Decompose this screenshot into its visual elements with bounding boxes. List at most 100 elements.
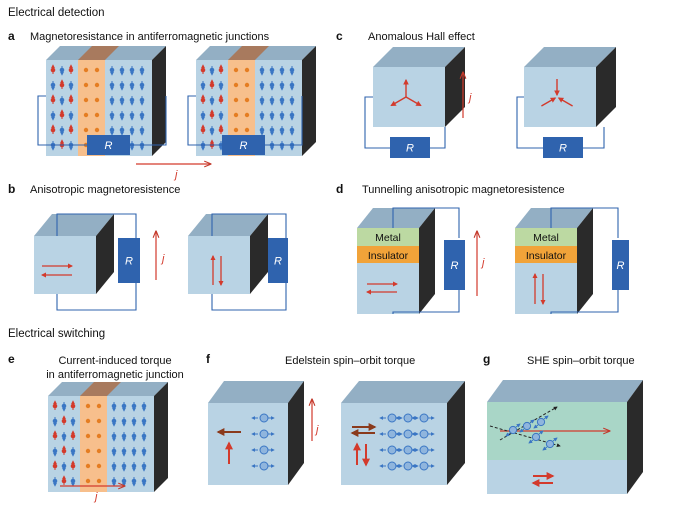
- panel-letter-d: d: [336, 182, 344, 196]
- electron: [259, 429, 269, 439]
- panel-title-e-line2: in antiferromagnetic junction: [46, 369, 184, 381]
- electron: [387, 413, 397, 423]
- spin-dot-outplane: [244, 82, 250, 88]
- cube-front: [208, 403, 288, 485]
- electron: [259, 445, 269, 455]
- wire: [430, 127, 446, 149]
- spin-arrow: [533, 424, 539, 429]
- cube-top: [341, 381, 465, 403]
- resistor-box: [268, 238, 288, 283]
- resistor-box: [444, 240, 465, 290]
- cube-front: [373, 67, 445, 127]
- panel-letter-c: c: [336, 29, 343, 43]
- resistor-label: R: [125, 256, 133, 268]
- current-label: j: [467, 92, 472, 104]
- panel-title-e-line1: Current-induced torque: [58, 355, 172, 367]
- resistor-box: [390, 137, 430, 158]
- section-title-detection: Electrical detection: [8, 7, 105, 19]
- electron: [259, 461, 269, 471]
- electron: [508, 425, 518, 435]
- cube-side: [627, 380, 643, 494]
- wire: [56, 283, 137, 311]
- spin-dot-outplane: [96, 448, 102, 454]
- cube-side: [154, 382, 168, 492]
- cube-c-left: [373, 47, 465, 127]
- spin-dot-outplane: [94, 127, 100, 133]
- cube-top: [373, 47, 465, 67]
- resistor-label: R: [451, 260, 459, 272]
- electron: [259, 413, 269, 423]
- insulator-layer: [515, 246, 577, 263]
- panel-title-f: Edelstein spin–orbit torque: [285, 355, 416, 367]
- electron: [522, 421, 532, 431]
- resistor-box: [543, 137, 583, 158]
- spin-dot-outplane: [83, 127, 89, 133]
- cube-top: [487, 380, 643, 402]
- cube-side: [152, 46, 166, 156]
- electron: [403, 429, 413, 439]
- spin-dot-outplane: [85, 433, 91, 439]
- spin-dot-outplane: [94, 82, 100, 88]
- hall-arrow-in: [541, 97, 557, 107]
- hall-arrow: [390, 96, 407, 107]
- electron: [419, 429, 429, 439]
- resistor-box: [87, 135, 130, 155]
- panel-title-b: Anisotropic magnetoresistence: [30, 184, 181, 196]
- wire: [364, 96, 390, 149]
- cube-top: [357, 208, 435, 228]
- spin-arrow: [552, 437, 558, 442]
- spin-dot-outplane: [244, 112, 250, 118]
- hall-arrow-in: [557, 97, 573, 107]
- wire: [516, 96, 543, 149]
- spin-arrow: [538, 430, 544, 435]
- cube-c-right: [524, 47, 616, 127]
- resistor-box: [118, 238, 140, 283]
- metal-layer: [357, 228, 419, 246]
- spin-dot-outplane: [85, 478, 91, 484]
- current-label: j: [93, 491, 98, 503]
- panel-letter-a: a: [8, 29, 15, 43]
- resistor-box: [612, 240, 629, 290]
- spin-dot-outplane: [233, 112, 239, 118]
- spin-dot-outplane: [83, 82, 89, 88]
- wire: [211, 213, 287, 238]
- spin-dot-outplane: [83, 97, 89, 103]
- spin-arrow: [515, 423, 521, 428]
- spin-dot-outplane: [233, 127, 239, 133]
- cube-side: [419, 208, 435, 314]
- spacer-layer: [80, 396, 107, 492]
- spin-dot-outplane: [85, 448, 91, 454]
- hall-arrow: [405, 96, 422, 107]
- electron: [387, 445, 397, 455]
- spacer-top: [78, 46, 119, 60]
- wire: [187, 95, 222, 146]
- spin-dot-outplane: [85, 463, 91, 469]
- resistor-label: R: [406, 143, 414, 155]
- electron: [387, 429, 397, 439]
- panel-letter-b: b: [8, 182, 16, 196]
- spin-dot-outplane: [244, 127, 250, 133]
- spin-dot-outplane: [96, 418, 102, 424]
- resistor-label: R: [274, 256, 282, 268]
- spin-dot-outplane: [83, 112, 89, 118]
- cube-side: [288, 381, 304, 485]
- cube-front: [34, 236, 96, 294]
- resistor-label: R: [617, 260, 625, 272]
- spin-dot-outplane: [94, 67, 100, 73]
- wire: [392, 207, 460, 238]
- spin-arrow: [529, 419, 535, 424]
- resistor-label: R: [240, 140, 248, 152]
- metal-label: Metal: [375, 232, 401, 244]
- cube-side: [577, 208, 593, 314]
- panel-letter-f: f: [206, 352, 210, 366]
- wire: [550, 290, 619, 314]
- cube-side: [302, 46, 316, 156]
- cube-side: [96, 214, 114, 294]
- spin-dot-outplane: [233, 67, 239, 73]
- electron: [419, 461, 429, 471]
- spin-dot-outplane: [233, 82, 239, 88]
- spin-dot-outplane: [85, 403, 91, 409]
- cube-b-left: [34, 214, 114, 294]
- current-label: j: [314, 424, 319, 436]
